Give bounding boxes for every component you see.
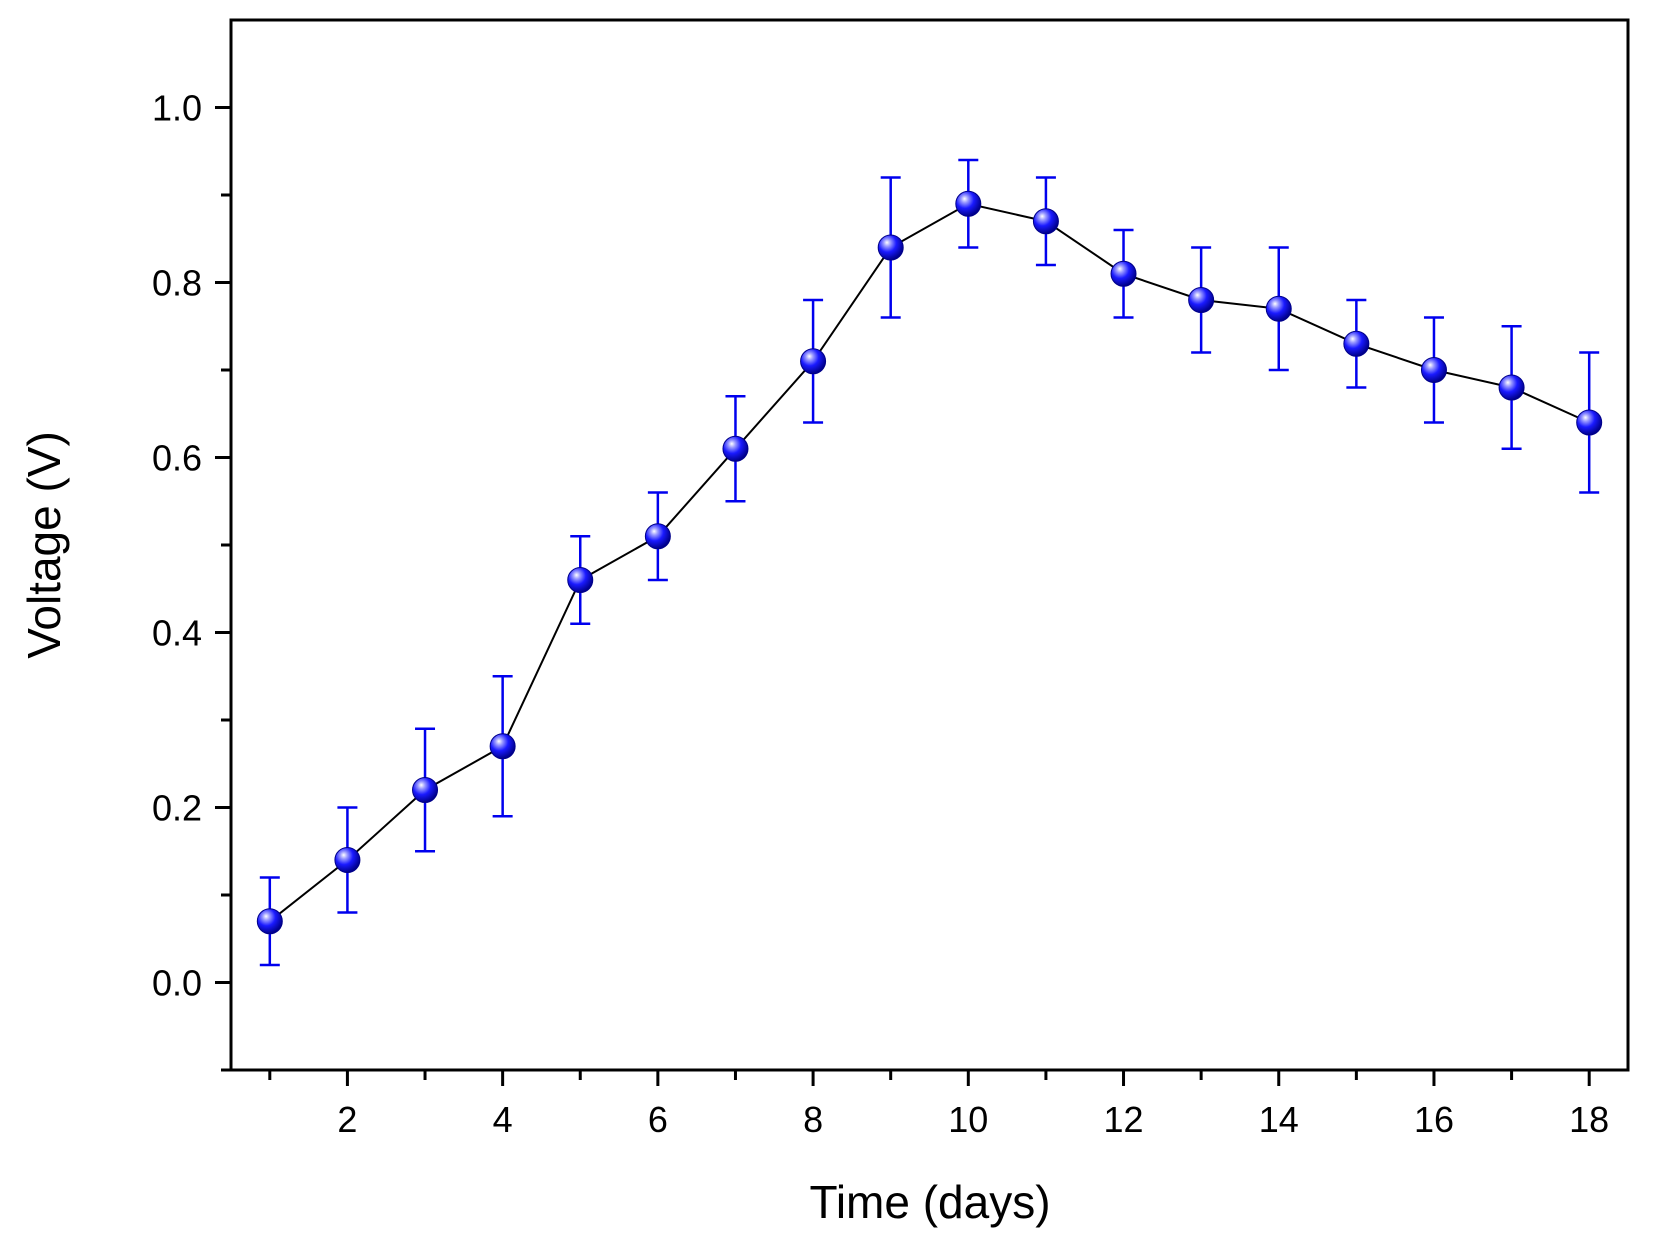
- x-tick-label: 16: [1414, 1099, 1454, 1140]
- x-tick-label: 10: [948, 1099, 988, 1140]
- axis-ticks: 2 4 6 8 10 12 14 16 18 0.0 0.2 0.4 0.6 0.8 1.0: [152, 88, 1609, 1141]
- x-tick-label: 14: [1259, 1099, 1299, 1140]
- series-line-path: [269, 202, 1590, 923]
- data-point: [955, 190, 982, 217]
- data-point: [489, 733, 516, 760]
- y-tick-label: 0.6: [152, 438, 202, 479]
- data-point: [1576, 409, 1603, 436]
- x-tick-label: 18: [1569, 1099, 1609, 1140]
- plot-frame: [229, 18, 1630, 1072]
- error-bars: [259, 158, 1600, 967]
- series-line: [269, 202, 1590, 923]
- x-axis-title: Time (days): [809, 1176, 1050, 1228]
- data-point: [1110, 260, 1137, 287]
- data-point: [1265, 295, 1292, 322]
- y-axis-title: Voltage (V): [18, 431, 70, 659]
- x-tick-label: 6: [648, 1099, 668, 1140]
- data-point: [567, 567, 594, 593]
- y-tick-label: 0.8: [152, 263, 202, 304]
- x-tick-label: 12: [1104, 1099, 1144, 1140]
- data-point: [644, 523, 671, 550]
- data-point: [334, 847, 361, 873]
- data-point: [877, 234, 904, 261]
- y-tick-label: 0.0: [152, 963, 202, 1004]
- data-point: [1032, 208, 1059, 235]
- data-point: [722, 435, 749, 462]
- data-markers: [256, 190, 1603, 935]
- data-point: [412, 777, 439, 803]
- data-point: [1343, 330, 1370, 357]
- y-tick-label: 1.0: [152, 88, 202, 129]
- y-tick-label: 0.2: [152, 788, 202, 829]
- x-tick-label: 2: [337, 1099, 357, 1140]
- data-point: [256, 908, 283, 935]
- x-tick-label: 8: [803, 1099, 823, 1140]
- data-point: [1188, 287, 1215, 313]
- y-tick-label: 0.4: [152, 613, 202, 654]
- data-point: [800, 348, 827, 375]
- data-point: [1420, 357, 1447, 383]
- data-point: [1498, 374, 1525, 401]
- x-tick-label: 4: [493, 1099, 513, 1140]
